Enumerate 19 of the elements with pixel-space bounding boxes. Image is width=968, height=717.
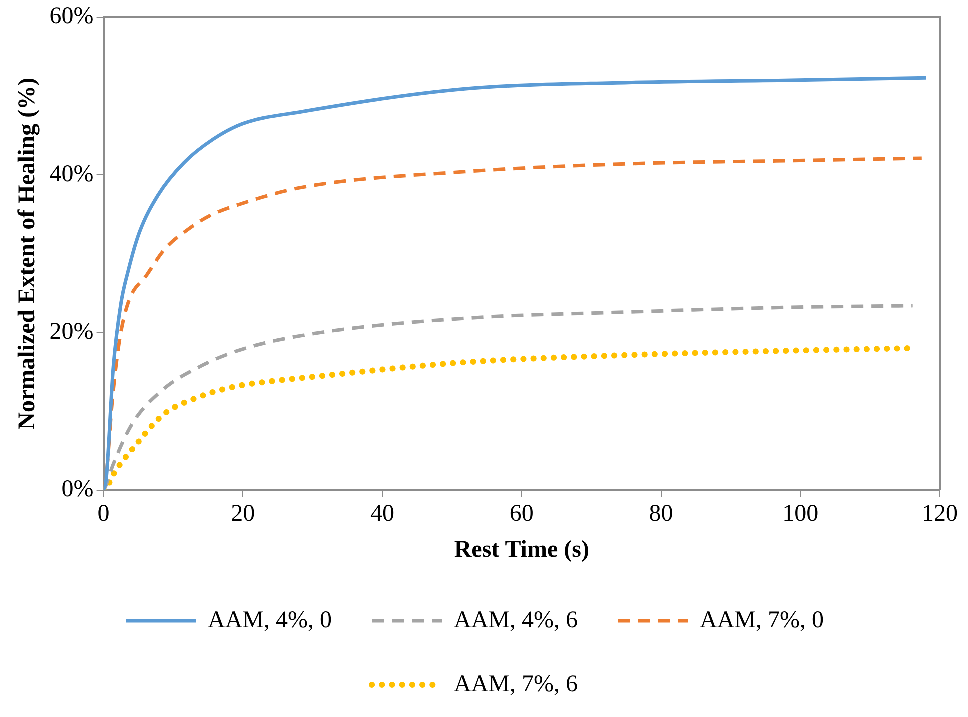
legend-label: AAM, 4%, 6 xyxy=(454,607,578,634)
line-series xyxy=(104,304,915,490)
legend-label: AAM, 7%, 0 xyxy=(700,607,824,634)
y-tick-label: 40% xyxy=(50,161,94,188)
y-tick-label: 0% xyxy=(62,476,94,503)
y-tick-label: 60% xyxy=(50,4,94,30)
legend-label: AAM, 7%, 6 xyxy=(454,671,578,698)
x-tick-label: 60 xyxy=(510,501,534,528)
x-axis-title: Rest Time (s) xyxy=(454,536,590,563)
line-series xyxy=(104,76,928,490)
x-tick-label: 120 xyxy=(922,501,958,528)
y-axis-title: Normalized Extent of Healing (%) xyxy=(14,78,41,430)
x-tick-label: 80 xyxy=(649,501,674,528)
x-tick-label: 20 xyxy=(231,501,256,528)
y-tick-label: 20% xyxy=(50,319,94,346)
x-tick-label: 40 xyxy=(370,501,395,528)
x-tick-label: 0 xyxy=(98,501,110,528)
legend-label: AAM, 4%, 0 xyxy=(208,607,332,634)
x-tick-label: 100 xyxy=(782,501,819,528)
